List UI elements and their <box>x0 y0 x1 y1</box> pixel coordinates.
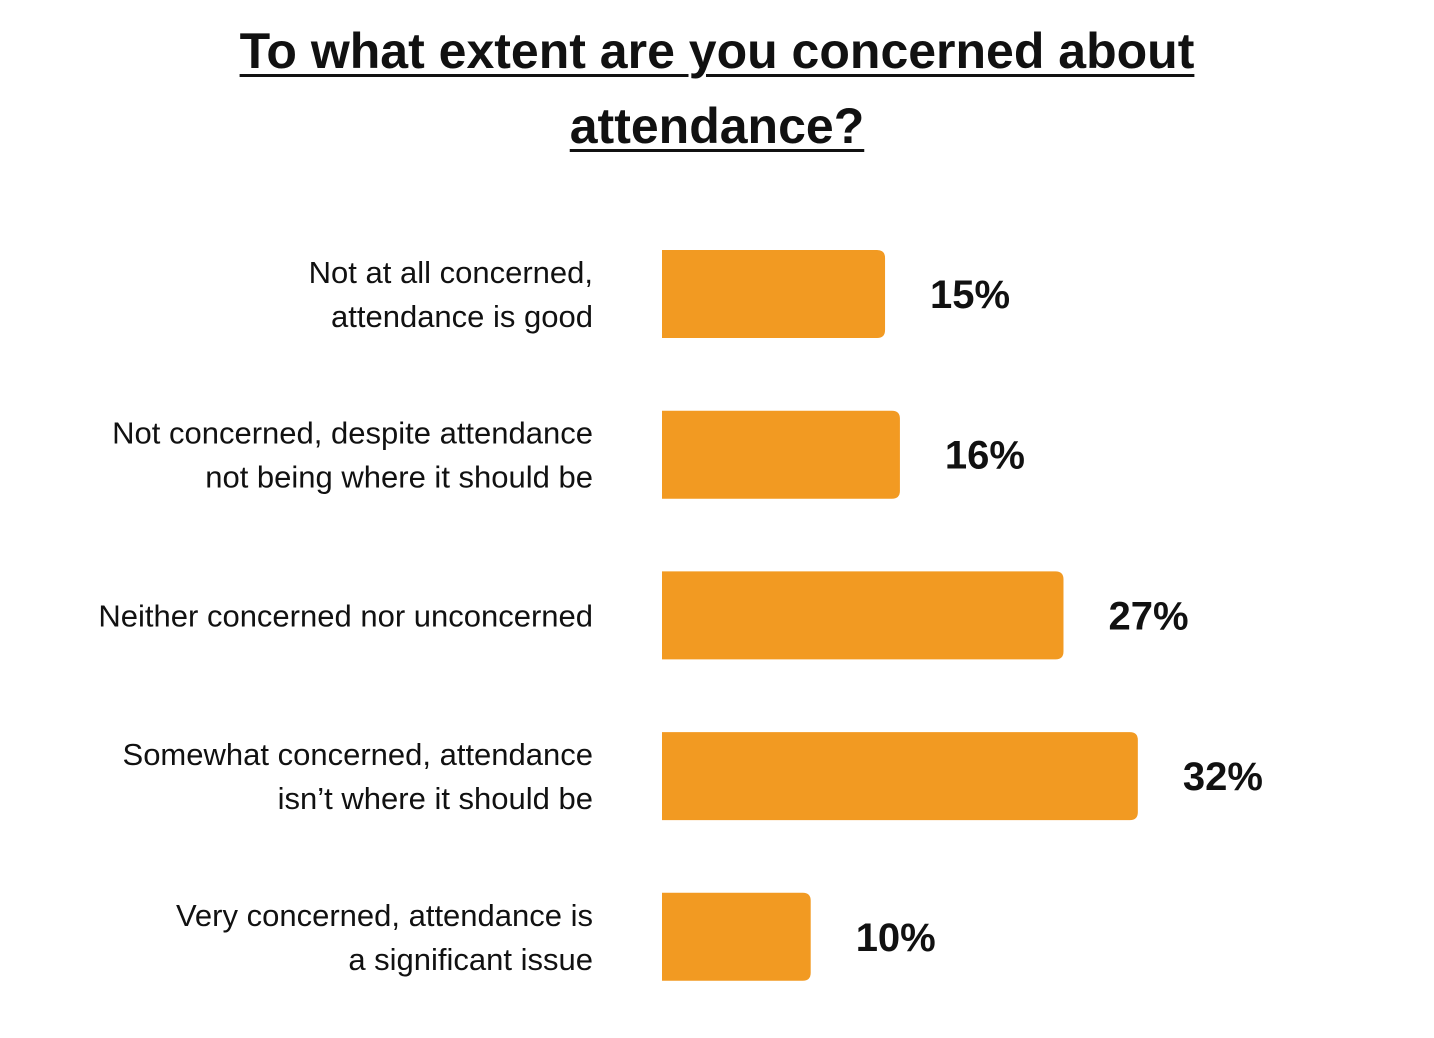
category-label: attendance is good <box>331 299 593 334</box>
chart-title-line: attendance? <box>569 98 865 154</box>
value-label: 27% <box>1108 594 1188 638</box>
category-label: Somewhat concerned, attendance <box>123 737 593 772</box>
category-label: Neither concerned nor unconcerned <box>98 598 593 633</box>
chart-title: To what extent are you concerned about a… <box>0 14 1434 164</box>
bar <box>662 892 811 981</box>
chart-title-line: To what extent are you concerned about <box>239 23 1195 79</box>
category-label: isn’t where it should be <box>278 781 593 816</box>
bar <box>662 410 900 499</box>
value-label: 16% <box>945 434 1025 478</box>
bar <box>662 571 1064 660</box>
value-label: 15% <box>930 273 1010 317</box>
category-label: a significant issue <box>348 942 593 977</box>
bar <box>662 250 886 338</box>
category-label: Not at all concerned, <box>309 255 593 290</box>
value-label: 10% <box>856 916 936 960</box>
bar <box>662 732 1138 821</box>
value-label: 32% <box>1183 755 1263 799</box>
category-label: not being where it should be <box>205 460 593 495</box>
category-label: Very concerned, attendance is <box>176 898 593 933</box>
category-label: Not concerned, despite attendance <box>112 416 593 451</box>
